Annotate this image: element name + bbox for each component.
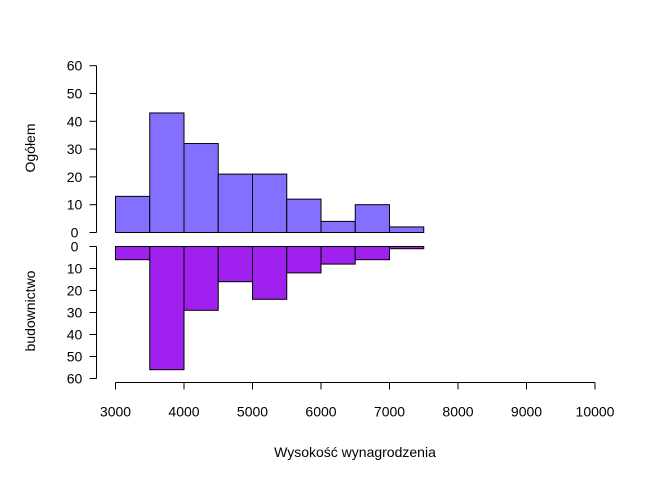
- bar-budownictwo: [320, 246, 356, 265]
- bar-budownictwo: [217, 246, 253, 283]
- y-tick-label-bottom: 60: [67, 371, 83, 387]
- x-tick-label: 8000: [442, 404, 473, 420]
- bar-budownictwo: [354, 246, 390, 261]
- y-tick-label-bottom: 20: [67, 283, 83, 299]
- x-tick-label: 3000: [100, 404, 131, 420]
- x-tick-label: 4000: [168, 404, 199, 420]
- y-tick-label-top: 40: [67, 113, 83, 129]
- bar-ogolem: [354, 204, 390, 233]
- y-tick-label-top: 60: [67, 58, 83, 74]
- y-tick-label-top: 20: [67, 169, 83, 185]
- bar-ogolem: [320, 220, 356, 234]
- top-panel: 0 10 20 30 40 50 60: [67, 58, 425, 241]
- x-tick-label: 10000: [576, 404, 615, 420]
- bar-ogolem: [252, 173, 288, 233]
- x-tick-label: 6000: [305, 404, 336, 420]
- bar-ogolem: [149, 112, 185, 233]
- y-tick-label-top: 50: [67, 86, 83, 102]
- y-tick-label-bottom: 40: [67, 327, 83, 343]
- bottom-panel: 0 10 20 30 40 50 60: [67, 239, 425, 387]
- bar-budownictwo: [115, 246, 151, 261]
- x-tick-label: 9000: [511, 404, 542, 420]
- y-tick-label-top: 30: [67, 141, 83, 157]
- x-tick-label: 5000: [237, 404, 268, 420]
- x-tick-label: 7000: [374, 404, 405, 420]
- bar-budownictwo: [252, 246, 288, 300]
- y-tick-label-bottom: 30: [67, 305, 83, 321]
- bar-ogolem: [217, 173, 253, 233]
- bar-budownictwo: [286, 246, 322, 274]
- bar-ogolem: [389, 226, 425, 234]
- bar-budownictwo: [183, 246, 219, 311]
- bar-ogolem: [115, 195, 151, 233]
- y-tick-label-bottom: 10: [67, 261, 83, 277]
- x-axis: 3000 4000 5000 6000 7000 8000 9000 10000: [100, 382, 615, 420]
- bar-ogolem: [183, 143, 219, 233]
- y-axis-label-top: Ogółem: [22, 123, 38, 172]
- y-tick-label-bottom: 50: [67, 349, 83, 365]
- y-tick-label-top: 10: [67, 197, 83, 213]
- y-tick-label-top: 0: [71, 225, 79, 241]
- bar-budownictwo: [149, 246, 185, 371]
- bar-budownictwo: [389, 246, 425, 250]
- bar-ogolem: [286, 198, 322, 233]
- y-tick-label-bottom: 0: [71, 239, 79, 255]
- y-axis-label-bottom: budownictwo: [22, 270, 38, 351]
- x-axis-label: Wysokość wynagrodzenia: [274, 444, 436, 460]
